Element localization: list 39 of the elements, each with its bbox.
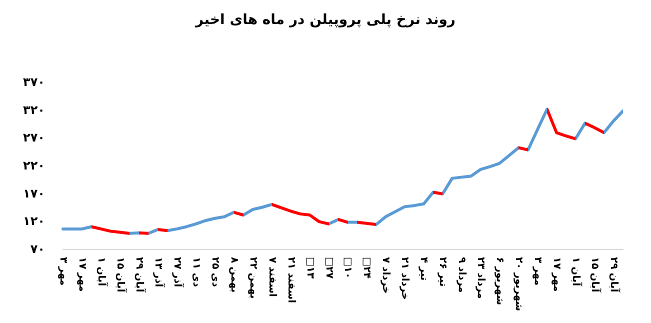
x-tick-label: ۲۹ آبان [133, 257, 146, 293]
x-tick-label: ۴ تیر [418, 257, 430, 281]
x-tick-label: ۲۲ بهمن [247, 257, 258, 299]
x-tick-label: ۲۱ خرداد [399, 257, 410, 300]
x-tick-label: ۲۷ آذر [171, 257, 184, 288]
x-tick-label: ۲۵ دی [209, 257, 220, 287]
x-tick-label: ۱۵ آبان [589, 257, 602, 293]
x-tick-label: □۱۳ [304, 257, 316, 279]
x-tick-label: ۱۱ دی [190, 257, 202, 287]
x-tick-label: □۱۰ [342, 257, 354, 279]
x-tick-label: ۹ مرداد [456, 257, 468, 293]
x-tick-label: ۱۵ آبان [114, 257, 128, 293]
x-tick-label: ۱ آبان [570, 257, 584, 287]
chart-title: روند نرخ پلی پروپیلن در ماه های اخیر [194, 12, 456, 28]
x-tick-label: ۸ بهمن [228, 257, 240, 293]
y-tick-label: ۳۷۰ [23, 75, 45, 89]
x-tick-label: ۲۳ مرداد [475, 257, 486, 299]
y-tick-label: ۳۲۰ [23, 102, 45, 117]
x-tick-label: ۱۷ مهر [551, 257, 562, 292]
x-tick-label: ۲۱ اسفند [285, 257, 296, 304]
x-tick-label: ۲۹ آبان [608, 257, 622, 293]
y-tick-label: ۲۲۰ [23, 158, 45, 172]
line-series [62, 108, 624, 235]
y-tick-label: ۱۷۰ [23, 186, 45, 200]
x-tick-label: ۷ خرداد [380, 257, 392, 294]
y-tick-label: ۱۲۰ [23, 214, 45, 228]
y-tick-label: ۷۰ [30, 242, 45, 256]
x-tick-label: ۱ آبان [95, 257, 108, 287]
x-tick-label: ۷ اسفند [266, 257, 278, 297]
x-tick-label: ۱۷ مهر [76, 257, 88, 292]
x-tick-label: □۲۴ [361, 257, 372, 279]
x-tick-label: □۲۷ [323, 257, 334, 279]
x-tick-label: ۲۶ تیر [437, 257, 448, 288]
x-tick-label: ۳ مهر [58, 257, 68, 286]
x-tick-label: ۱۳ آذر [152, 257, 166, 288]
x-tick-label: ۳ مهر [532, 257, 544, 286]
y-tick-label: ۲۷۰ [23, 130, 45, 145]
x-tick-label: ۶ شهریور [494, 257, 506, 306]
x-tick-label: ۲۰ شهریور [513, 257, 524, 312]
